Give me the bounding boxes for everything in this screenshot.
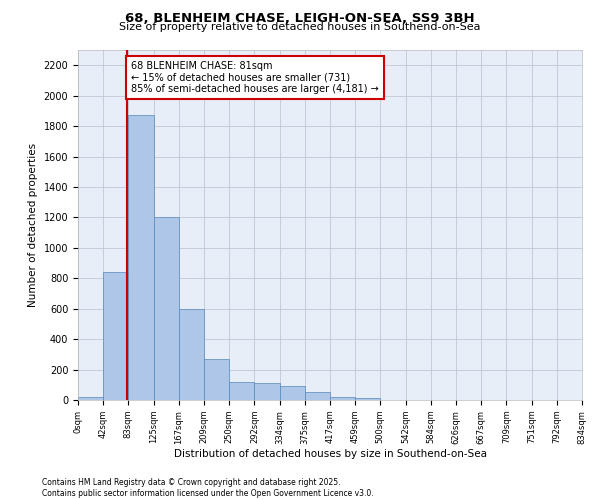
Bar xyxy=(280,386,305,400)
Bar xyxy=(229,382,254,400)
Text: Contains HM Land Registry data © Crown copyright and database right 2025.
Contai: Contains HM Land Registry data © Crown c… xyxy=(42,478,374,498)
Bar xyxy=(103,272,128,400)
Y-axis label: Number of detached properties: Number of detached properties xyxy=(28,143,38,307)
Bar xyxy=(205,359,229,400)
Bar xyxy=(330,397,355,400)
Text: Size of property relative to detached houses in Southend-on-Sea: Size of property relative to detached ho… xyxy=(119,22,481,32)
Bar xyxy=(154,218,179,400)
Bar xyxy=(128,116,154,400)
Bar xyxy=(78,397,103,400)
X-axis label: Distribution of detached houses by size in Southend-on-Sea: Distribution of detached houses by size … xyxy=(173,450,487,460)
Text: 68 BLENHEIM CHASE: 81sqm
← 15% of detached houses are smaller (731)
85% of semi-: 68 BLENHEIM CHASE: 81sqm ← 15% of detach… xyxy=(131,60,379,94)
Bar xyxy=(355,398,380,400)
Text: 68, BLENHEIM CHASE, LEIGH-ON-SEA, SS9 3BH: 68, BLENHEIM CHASE, LEIGH-ON-SEA, SS9 3B… xyxy=(125,12,475,26)
Bar xyxy=(305,392,330,400)
Bar xyxy=(254,384,280,400)
Bar xyxy=(179,308,205,400)
